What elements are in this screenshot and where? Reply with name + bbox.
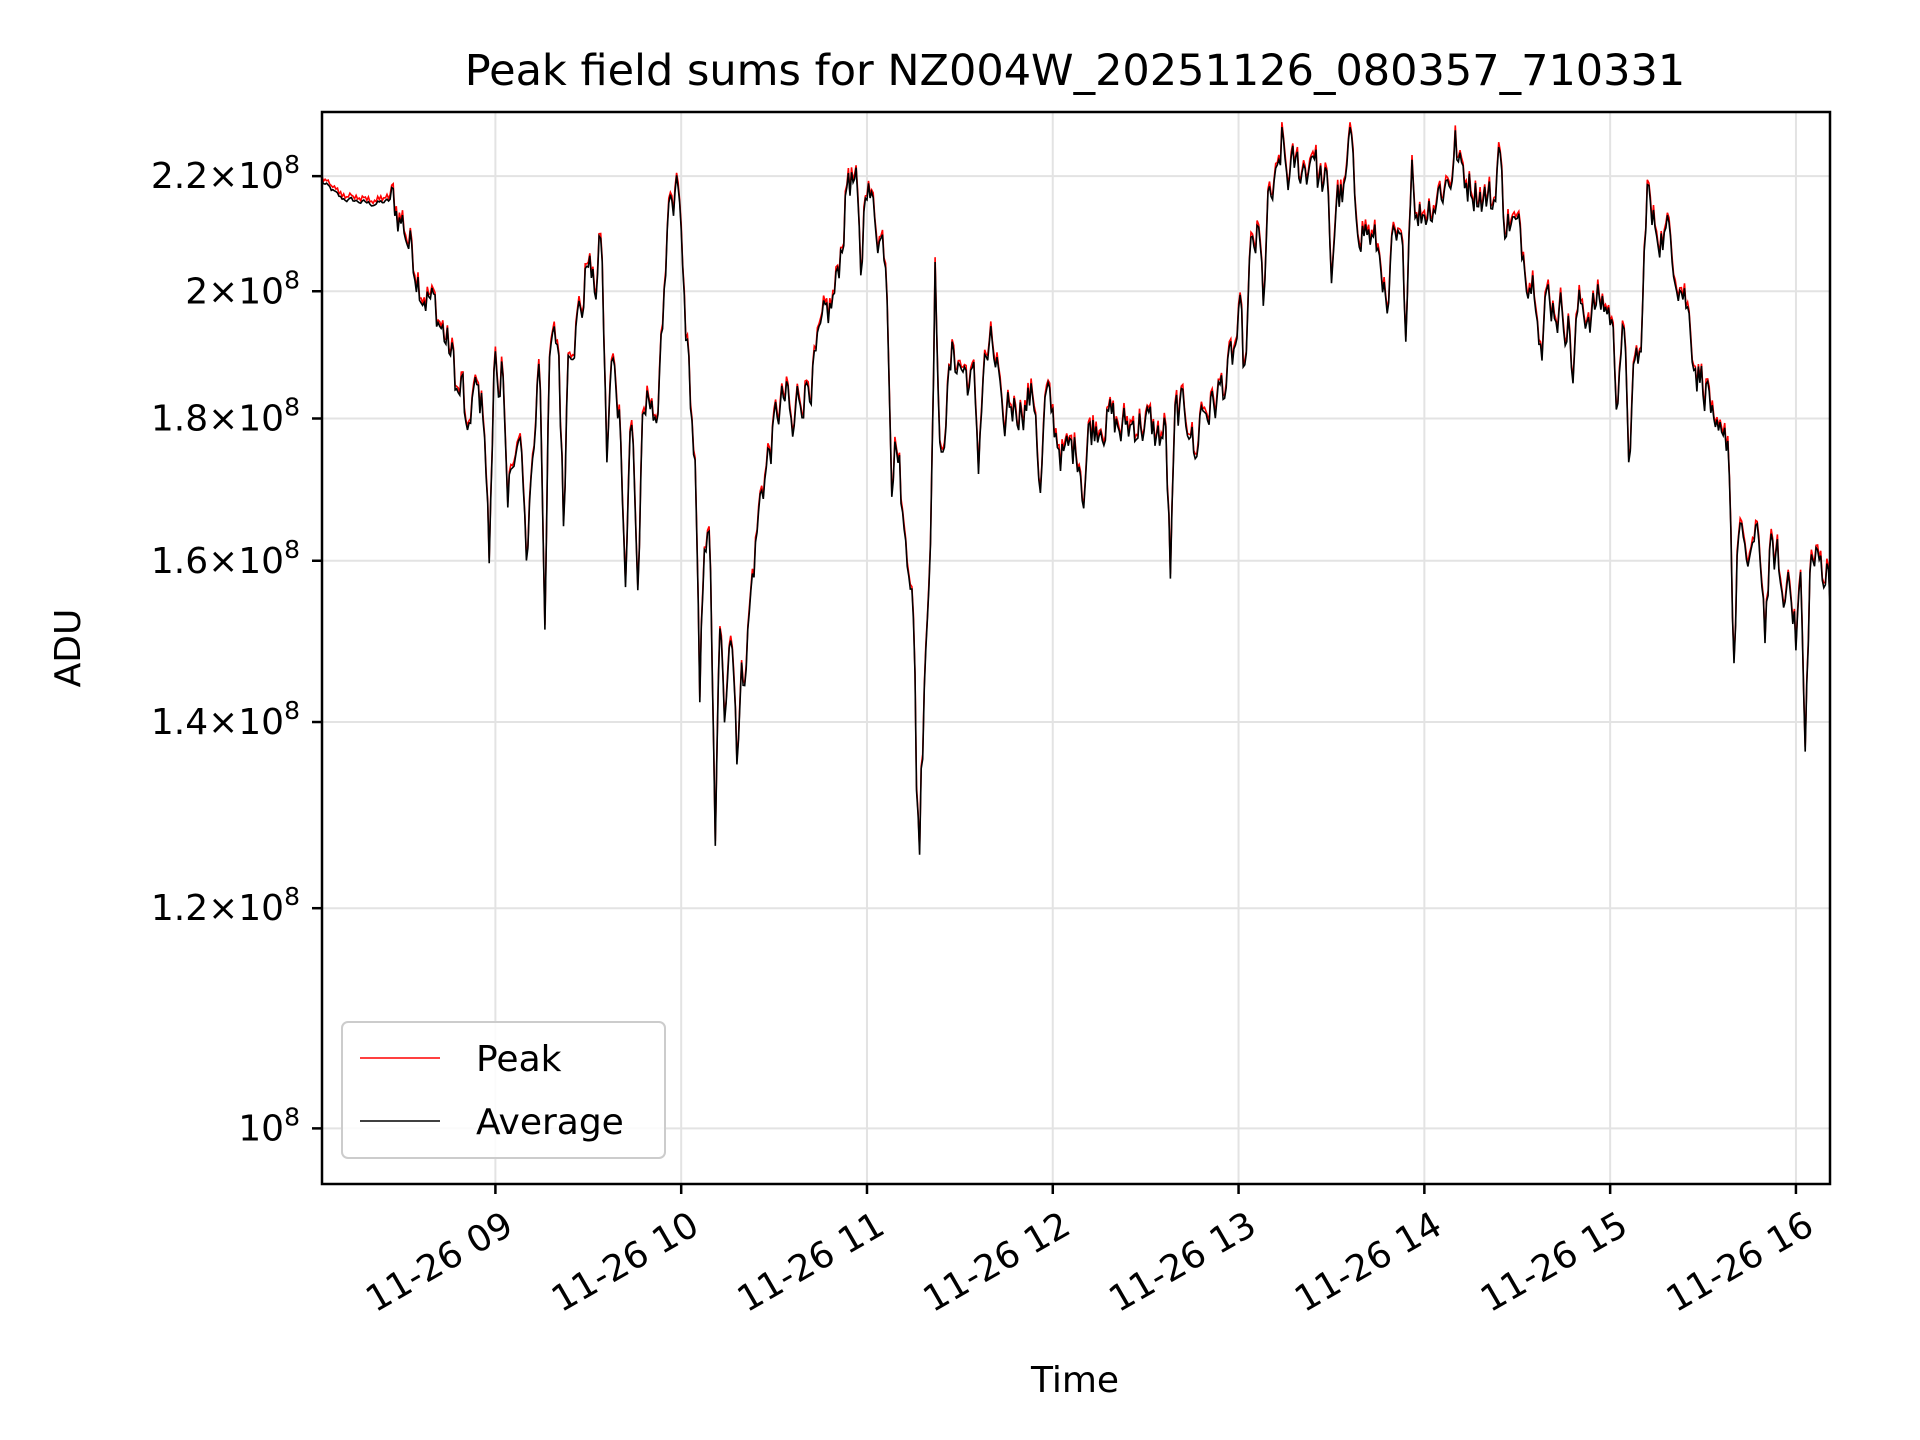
- chart-title: Peak field sums for NZ004W_20251126_0803…: [465, 46, 1686, 96]
- legend-box: [341, 1021, 666, 1159]
- legend-label-peak: Peak: [476, 1039, 562, 1080]
- x-axis-label: Time: [1030, 1360, 1119, 1401]
- series-layer: [322, 122, 1830, 855]
- y-tick-label: 1.6×108: [151, 535, 300, 582]
- y-tick-label: 2.2×108: [151, 150, 300, 197]
- legend: Peak Average: [341, 1021, 666, 1159]
- plot-frame: [320, 110, 1832, 1186]
- legend-label-average: Average: [476, 1102, 624, 1143]
- series-line-average: [322, 126, 1830, 855]
- y-tick-label: 1.4×108: [151, 696, 300, 743]
- y-tick-label: 1.2×108: [151, 882, 300, 929]
- y-tick-label: 2×108: [185, 265, 300, 312]
- y-tick-label: 108: [238, 1102, 300, 1149]
- y-tick-label: 1.8×108: [151, 392, 300, 439]
- y-axis-label: ADU: [48, 609, 89, 688]
